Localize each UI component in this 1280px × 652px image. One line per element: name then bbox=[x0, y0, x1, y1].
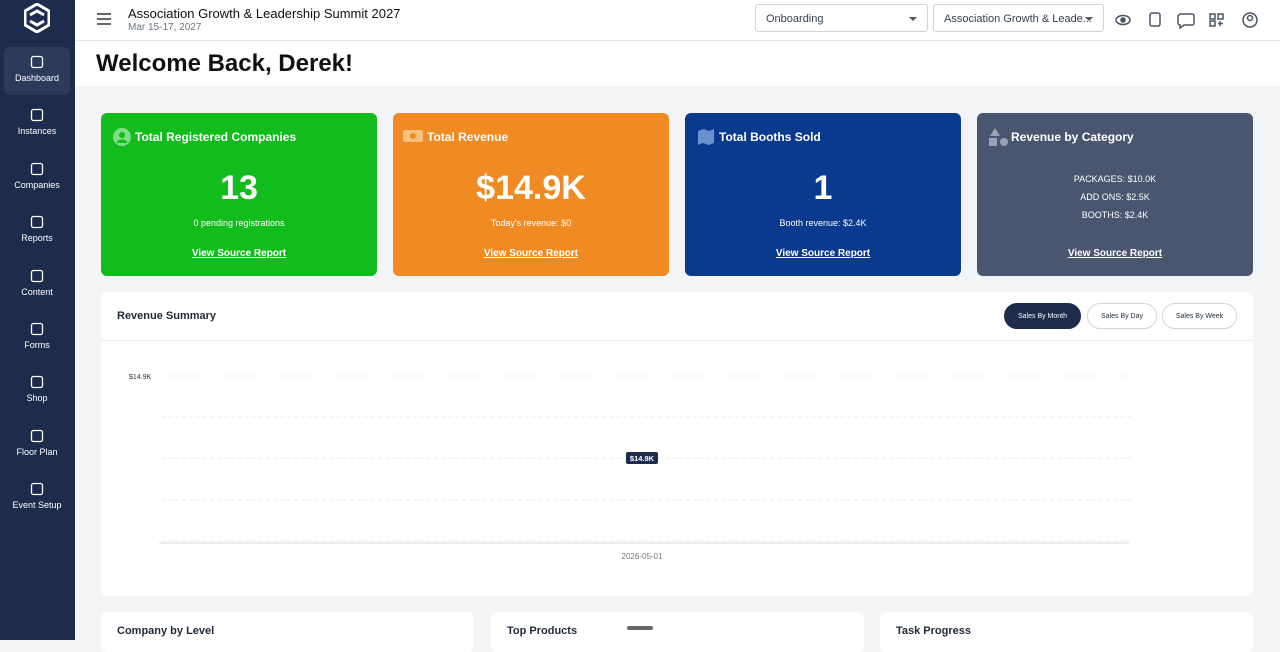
panel-title: Top Products bbox=[507, 625, 578, 637]
nav-icon bbox=[30, 162, 44, 175]
card-link[interactable]: View Source Report bbox=[1067, 248, 1163, 259]
divider bbox=[101, 340, 1253, 341]
nav-item[interactable]: Event Setup bbox=[4, 474, 70, 522]
tab[interactable]: Sales By Week bbox=[1162, 303, 1237, 329]
event-date: Mar 15-17, 2027 bbox=[128, 22, 202, 33]
panel: Task Progress bbox=[880, 612, 1253, 652]
panel: Company by Level bbox=[101, 612, 474, 652]
nav-label: Dashboard bbox=[14, 73, 60, 83]
logo[interactable] bbox=[24, 3, 50, 33]
nav-label: Shop bbox=[26, 393, 48, 404]
nav-label: Instances bbox=[17, 126, 57, 137]
nav-icon bbox=[30, 376, 44, 389]
top-bar: Association Growth & Leadership Summit 2… bbox=[75, 0, 1280, 41]
nav-icon bbox=[30, 322, 44, 336]
panel-title: Revenue Summary bbox=[117, 310, 217, 322]
nav-icon bbox=[30, 483, 44, 496]
card-detail: 0 pending registrations bbox=[193, 218, 285, 228]
stat-card: Total Registered Companies 13 0 pending … bbox=[101, 113, 377, 276]
card-title: Total Revenue bbox=[427, 130, 509, 144]
welcome-bar bbox=[75, 41, 1280, 86]
nav-icon bbox=[30, 269, 44, 282]
nav-icon bbox=[30, 55, 44, 69]
nav-label: Content bbox=[21, 286, 53, 297]
tab[interactable]: Sales By Day bbox=[1087, 303, 1157, 329]
nav-label: Forms bbox=[24, 340, 50, 350]
card-title: Total Booths Sold bbox=[719, 130, 821, 144]
nav-item[interactable]: Shop bbox=[4, 367, 70, 415]
category-line: PACKAGES: $10.0K bbox=[1073, 174, 1157, 184]
nav-item[interactable]: Forms bbox=[4, 314, 70, 362]
nav-label: Floor Plan bbox=[16, 446, 58, 457]
sidebar: Dashboard Instances Companies Reports Conten… bbox=[0, 0, 75, 640]
card-link[interactable]: View Source Report bbox=[775, 248, 871, 259]
stat-card: Total Revenue $14.9K Today's revenue: $0… bbox=[393, 113, 669, 276]
tab[interactable]: Sales By Month bbox=[1004, 303, 1081, 329]
menu-button[interactable] bbox=[97, 13, 111, 25]
card-link[interactable]: View Source Report bbox=[483, 248, 579, 259]
nav-icon bbox=[30, 109, 44, 122]
nav-item[interactable]: Companies bbox=[4, 154, 70, 202]
nav-label: Companies bbox=[14, 179, 60, 190]
nav-label: Event Setup bbox=[12, 500, 62, 511]
card-value: $14.9K bbox=[476, 169, 586, 207]
y-tick-label: $14.9K bbox=[129, 374, 152, 381]
category-line: ADD ONS: $2.5K bbox=[1080, 192, 1150, 202]
nav-label: Reports bbox=[21, 233, 53, 244]
revenue-summary: Revenue Summary Sales By Month Sales By … bbox=[101, 292, 1253, 596]
stat-card: Total Booths Sold 1 Booth revenue: $2.4K… bbox=[685, 113, 961, 276]
stat-card: Revenue by Category PACKAGES: $10.0K ADD… bbox=[977, 113, 1253, 276]
card-link[interactable]: View Source Report bbox=[191, 248, 287, 259]
dropdown[interactable]: Onboarding bbox=[755, 4, 928, 32]
drag-handle[interactable] bbox=[627, 626, 653, 630]
panel-title: Company by Level bbox=[117, 625, 215, 637]
card-icon bbox=[989, 128, 1008, 146]
welcome-heading: Welcome Back, Derek! bbox=[96, 50, 354, 77]
card-icon bbox=[698, 129, 714, 145]
category-list: PACKAGES: $10.0K ADD ONS: $2.5K BOOTHS: … bbox=[977, 170, 1253, 224]
nav-item[interactable]: Floor Plan bbox=[4, 421, 70, 469]
panel-title: Task Progress bbox=[896, 625, 972, 637]
toolbar-icons[interactable] bbox=[1113, 11, 1280, 29]
point-label: $14.9K bbox=[630, 454, 655, 463]
point-label-bg bbox=[626, 452, 658, 464]
card-value: 13 bbox=[220, 169, 258, 207]
x-tick-label: 2026-05-01 bbox=[622, 552, 663, 561]
card-detail: Booth revenue: $2.4K bbox=[779, 218, 867, 228]
card-detail: Today's revenue: $0 bbox=[490, 218, 572, 228]
card-title: Revenue by Category bbox=[1011, 130, 1134, 144]
card-title: Total Registered Companies bbox=[135, 130, 297, 144]
nav-item[interactable]: Dashboard bbox=[4, 47, 70, 95]
nav-item[interactable]: Content bbox=[4, 261, 70, 309]
card-value: 1 bbox=[813, 169, 833, 207]
card-icon bbox=[403, 130, 423, 142]
nav-item[interactable]: Reports bbox=[4, 207, 70, 255]
category-line: BOOTHS: $2.4K bbox=[1081, 210, 1149, 220]
nav-icon bbox=[30, 216, 44, 229]
dropdown[interactable]: Association Growth & Leade... bbox=[933, 4, 1104, 32]
event-title: Association Growth & Leadership Summit 2… bbox=[128, 6, 401, 21]
card-icon bbox=[113, 128, 131, 146]
panel: Top Products bbox=[491, 612, 864, 652]
revenue-chart: $14.9K $14.9K 2026-05-01 bbox=[129, 374, 1131, 561]
nav-icon bbox=[30, 429, 44, 442]
nav-item[interactable]: Instances bbox=[4, 100, 70, 148]
